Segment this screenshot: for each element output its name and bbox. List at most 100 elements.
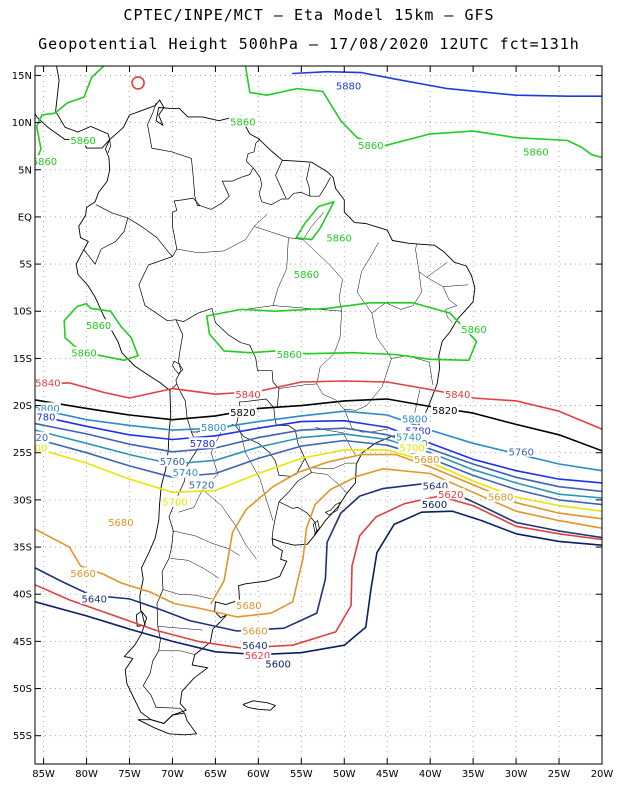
lake-outline	[312, 519, 320, 534]
contour-5620	[35, 495, 602, 649]
contour-label-bg	[35, 402, 61, 414]
state-border	[162, 589, 213, 600]
contour-label-bg	[437, 488, 465, 500]
lake-outline	[324, 502, 341, 516]
lon-tick-label: 65W	[204, 769, 227, 780]
contour-label-5860: 5860	[277, 350, 302, 361]
contour-label-5680: 5680	[414, 455, 439, 466]
contour-label-5760: 5760	[160, 457, 185, 468]
contour-label-bg	[70, 346, 98, 358]
contour-label-bg	[187, 478, 216, 490]
contour-label-5780: 5780	[30, 412, 55, 423]
coastline	[135, 610, 146, 627]
country-border	[235, 398, 306, 459]
contour-label-bg	[35, 155, 59, 167]
state-border	[278, 383, 317, 389]
lon-tick-label: 20W	[591, 769, 614, 780]
contour-5860	[206, 302, 478, 362]
contour-label-bg	[84, 319, 113, 331]
lat-tick-label: 15N	[12, 71, 32, 82]
contour-label-5640: 5640	[242, 641, 267, 652]
lat-tick-label: 30S	[13, 495, 32, 506]
lat-tick-label: 10S	[13, 307, 32, 318]
contour-5860	[244, 66, 602, 159]
contour-label-5640: 5640	[423, 481, 448, 492]
contour-label-5700: 5700	[399, 444, 424, 455]
contour-label-5680: 5680	[488, 493, 513, 504]
lon-tick-label: 75W	[118, 769, 141, 780]
grid-lines	[35, 66, 603, 764]
contour-5800	[35, 407, 602, 472]
state-border	[170, 558, 219, 579]
country-border	[271, 501, 280, 539]
contour-label-5700: 5700	[162, 497, 187, 508]
state-border	[157, 626, 203, 631]
state-border	[245, 226, 289, 310]
contour-label-5880: 5880	[336, 81, 361, 92]
contour-label-5860: 5860	[461, 325, 486, 336]
country-border	[175, 319, 184, 384]
contour-label-5860: 5860	[326, 233, 351, 244]
contour-label-bg	[241, 625, 269, 637]
country-border	[199, 138, 261, 210]
contour-5820	[35, 398, 602, 452]
contour-label-bg	[35, 442, 49, 454]
contour-label-bg	[430, 404, 459, 416]
lon-tick-label: 70W	[161, 769, 184, 780]
contour-label-bg	[398, 442, 426, 454]
contour-label-5780: 5780	[190, 439, 215, 450]
lat-tick-label: 45S	[13, 637, 32, 648]
lat-tick-label: 5S	[19, 260, 32, 271]
contour-labels: 5880 5860 5860 5860 5860 5860 5860 5860 5860 5860…	[30, 79, 550, 671]
lon-tick-label: 55W	[290, 769, 313, 780]
contour-label-bg	[357, 139, 385, 151]
state-border	[371, 244, 422, 314]
lat-tick-label: 35S	[13, 543, 32, 554]
coastline	[137, 712, 197, 736]
contour-label-bg	[420, 498, 449, 510]
contour-label-bg	[404, 425, 432, 437]
contour-label-5840: 5840	[235, 390, 260, 401]
lon-tick-label: 40W	[419, 769, 442, 780]
contour-label-5600: 5600	[265, 660, 290, 671]
contour-5600	[35, 510, 602, 656]
contour-label-5840: 5840	[35, 379, 60, 390]
state-border	[442, 286, 458, 323]
contour-label-5800: 5800	[201, 423, 226, 434]
state-border	[426, 261, 448, 278]
country-border	[306, 163, 311, 197]
contour-label-5620: 5620	[438, 490, 463, 501]
state-border	[288, 212, 324, 240]
state-border	[335, 242, 392, 411]
contour-label-bg	[35, 410, 57, 422]
contour-5680	[210, 453, 602, 605]
state-border	[158, 650, 195, 655]
contour-label-5820: 5820	[432, 406, 457, 417]
axis-ticks: 15N 10N 5N EQ 5S 10S 15S 20S 25S 30S 35S 40S 45S 50S 5…	[12, 66, 614, 780]
country-border	[147, 102, 200, 206]
contour-label-bg	[107, 516, 135, 528]
lon-tick-label: 60W	[247, 769, 270, 780]
lon-tick-label: 85W	[32, 769, 55, 780]
contour-label-5640: 5640	[82, 595, 107, 606]
contour-5720	[35, 437, 602, 506]
coastline	[35, 66, 111, 149]
contour-label-5820: 5820	[230, 408, 255, 419]
contour-label-bg	[161, 495, 189, 507]
state-border	[272, 305, 342, 312]
state-border	[176, 213, 268, 254]
state-border	[311, 472, 347, 494]
contour-5860	[63, 302, 139, 362]
contour-label-5700: 00	[35, 444, 48, 455]
contour-label-5800: 5800	[402, 414, 427, 425]
contour-label-bg	[235, 599, 263, 611]
contour-label-bg	[522, 145, 550, 157]
contour-label-5660: 5660	[242, 627, 267, 638]
contour-label-bg	[334, 79, 363, 91]
contour-label-5760: 5760	[509, 447, 534, 458]
lat-tick-label: 10N	[12, 118, 32, 129]
contour-label-bg	[421, 479, 450, 491]
contour-label-5680: 5680	[236, 601, 261, 612]
lat-tick-label: 40S	[13, 590, 32, 601]
